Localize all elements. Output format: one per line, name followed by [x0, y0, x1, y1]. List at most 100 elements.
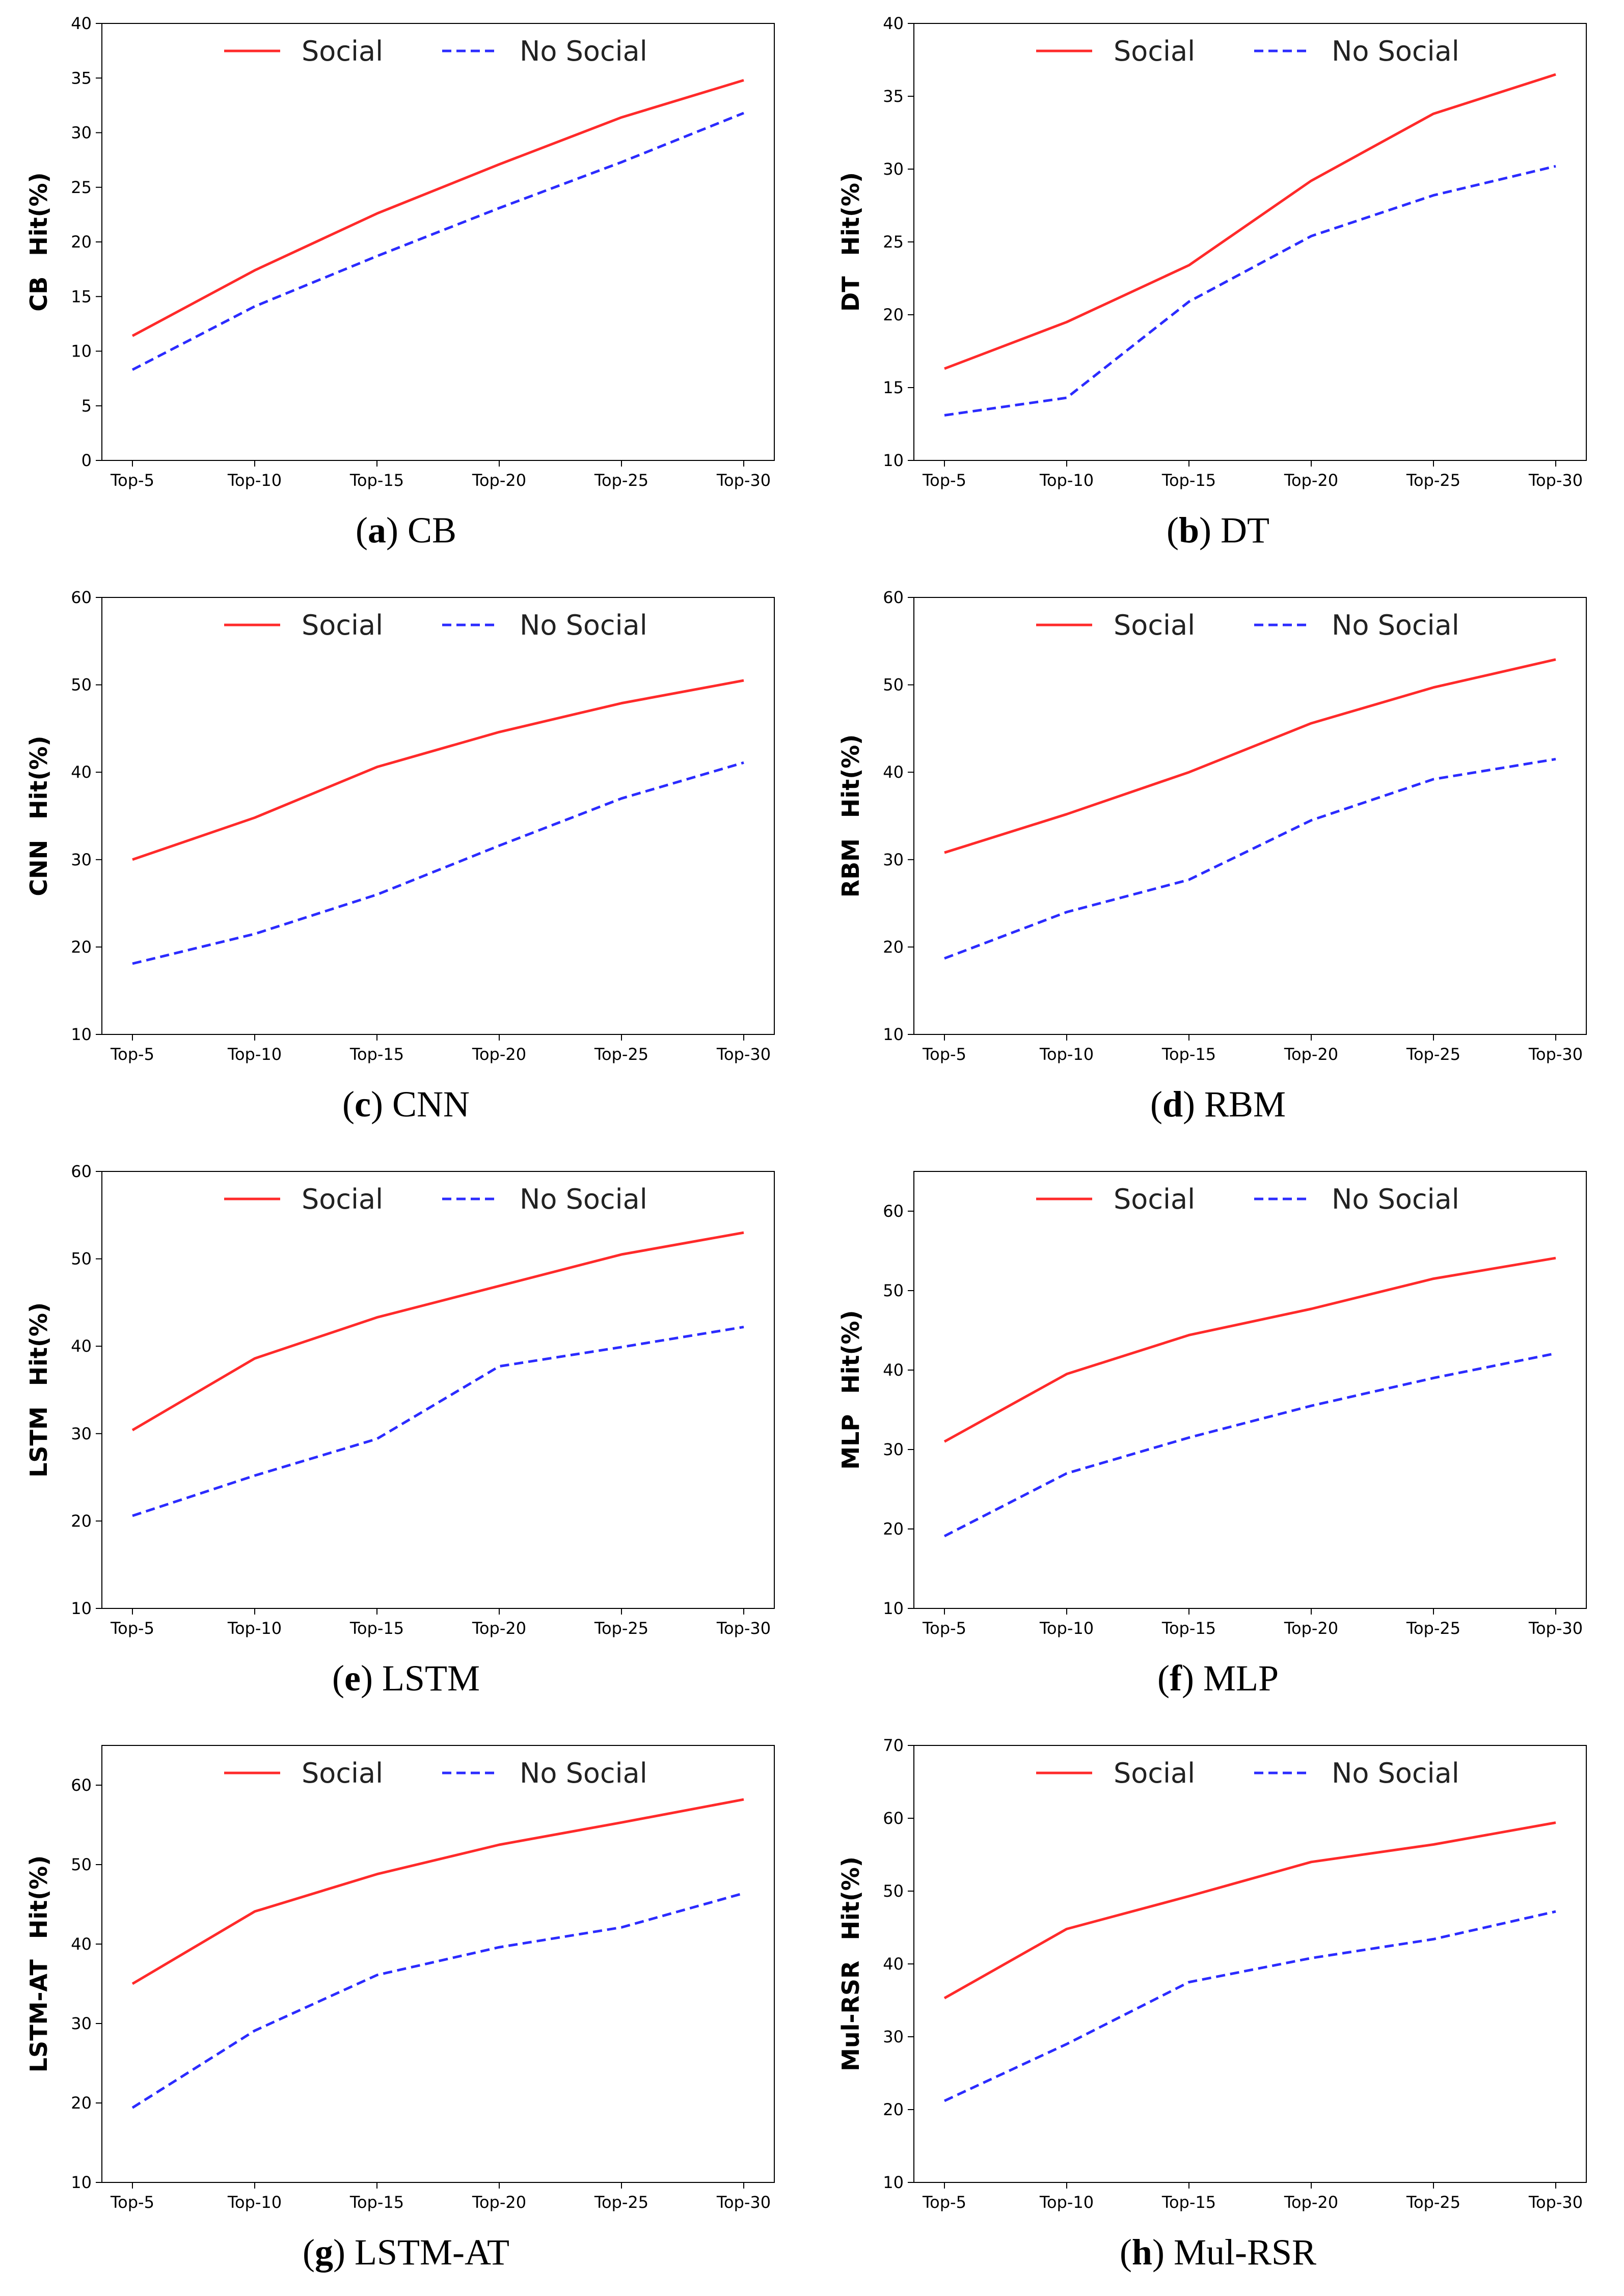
plot-frame	[913, 1171, 1587, 1609]
x-tick-label: Top-20	[1284, 1619, 1338, 1638]
series-line-no-social	[131, 112, 744, 371]
x-tick-label: Top-25	[1406, 471, 1460, 490]
y-tick-label: 30	[883, 1440, 904, 1459]
x-tick-label: Top-25	[1406, 1619, 1460, 1638]
x-tick-label: Top-15	[349, 2193, 404, 2212]
x-tick-label: Top-15	[349, 471, 404, 490]
legend-label: Social	[1114, 35, 1195, 67]
chart-panel-e: 10 20 30 40 50 60 Top-5 Top-10 Top-15 Top-20 Top-2…	[0, 1148, 812, 1722]
y-tick-label: 30	[883, 159, 904, 179]
y-axis-label: LSTM Hit(%)	[25, 1302, 52, 1478]
series-line-no-social	[943, 1352, 1556, 1538]
plot-frame	[101, 1745, 775, 2183]
panel-caption: (f) MLP	[1157, 1658, 1279, 1699]
legend: Social No Social	[1036, 1757, 1459, 1789]
y-tick-label: 50	[883, 1281, 904, 1300]
y-axis-label-model: CB	[25, 277, 52, 312]
plot-frame	[101, 23, 775, 461]
legend-label: Social	[1114, 1183, 1195, 1215]
chart-svg: 10 20 30 40 50 60 Top-5 Top-10 Top-15 Top-20 Top-2…	[25, 1745, 775, 2212]
panel-name: CNN	[392, 1084, 470, 1125]
legend-label: No Social	[1332, 609, 1459, 641]
y-tick-label: 50	[71, 1249, 92, 1269]
chart-panel-b: 10 15 20 25 30 35 40 Top-5 Top-10 Top-15 Top-20 Top…	[812, 0, 1624, 574]
y-tick-label: 35	[71, 68, 92, 88]
series-line-no-social	[132, 1325, 744, 1517]
chart-svg: 0 5 10 15 20 25 30 35 40 Top-5 Top-10 Top-15 Top-20 T…	[25, 14, 775, 490]
y-tick-label: 20	[883, 305, 904, 324]
chart-panel-c: 10 20 30 40 50 60 Top-5 Top-10 Top-15 Top-20 Top-2…	[0, 574, 812, 1148]
x-tick-label: Top-5	[922, 2193, 966, 2212]
y-tick-label: 30	[883, 2027, 904, 2046]
legend-label: No Social	[520, 609, 647, 641]
y-axis-label: RBM Hit(%)	[837, 734, 864, 898]
y-tick-label: 40	[883, 762, 904, 782]
x-tick-label: Top-25	[594, 1619, 648, 1638]
legend: Social No Social	[224, 1183, 647, 1215]
series-line-social	[944, 73, 1556, 370]
y-axis-label: CB Hit(%)	[25, 172, 52, 311]
series-line-social	[131, 1231, 744, 1432]
series-line-no-social	[132, 761, 744, 965]
x-tick-label: Top-25	[594, 471, 648, 490]
y-tick-label: 10	[883, 2173, 904, 2192]
y-tick-label: 15	[71, 287, 92, 306]
x-tick-label: Top-20	[472, 1619, 526, 1638]
x-tick-label: Top-5	[922, 1045, 966, 1064]
panel-name: CB	[407, 510, 456, 551]
y-tick-label: 60	[71, 1775, 92, 1795]
chart-svg: 10 15 20 25 30 35 40 Top-5 Top-10 Top-15 Top-20 Top…	[837, 14, 1587, 490]
x-tick-label: Top-30	[716, 471, 771, 490]
y-tick-label: 10	[883, 451, 904, 470]
x-tick-label: Top-5	[110, 471, 154, 490]
y-tick-label: 60	[883, 1201, 904, 1221]
y-axis-label: MLP Hit(%)	[837, 1310, 864, 1469]
x-tick-label: Top-10	[227, 1045, 282, 1064]
chart-svg: 10 20 30 40 50 60 70 Top-5 Top-10 Top-15 Top-20 Top…	[837, 1736, 1587, 2212]
legend-label: No Social	[1332, 1757, 1459, 1789]
y-tick-label: 70	[883, 1736, 904, 1755]
y-tick-label: 40	[71, 14, 92, 33]
x-tick-label: Top-30	[716, 1619, 771, 1638]
series-line-social	[944, 658, 1556, 854]
y-axis-label-model: LSTM-AT	[25, 1959, 52, 2073]
y-tick-label: 30	[71, 123, 92, 143]
y-tick-label: 40	[71, 1934, 92, 1954]
panel-caption: (e) LSTM	[332, 1658, 480, 1699]
y-tick-label: 10	[71, 1025, 92, 1044]
y-tick-label: 10	[883, 1025, 904, 1044]
y-tick-label: 10	[71, 1599, 92, 1618]
panel-letter: d	[1162, 1084, 1183, 1125]
x-tick-label: Top-5	[922, 1619, 966, 1638]
y-tick-label: 40	[71, 1336, 92, 1356]
y-tick-label: 25	[71, 178, 92, 197]
panel-letter: e	[344, 1658, 361, 1699]
chart-panel-f: 10 20 30 40 50 60 Top-5 Top-10 Top-15 Top-20 Top-2…	[812, 1148, 1624, 1722]
legend-label: Social	[1114, 609, 1195, 641]
y-tick-label: 60	[71, 588, 92, 607]
y-tick-label: 10	[71, 2173, 92, 2192]
panel-caption: (d) RBM	[1150, 1084, 1286, 1125]
legend-label: No Social	[1332, 1183, 1459, 1215]
y-tick-label: 20	[71, 232, 92, 252]
y-tick-label: 30	[883, 850, 904, 869]
panel-name: DT	[1221, 510, 1269, 551]
x-tick-label: Top-10	[1039, 1045, 1094, 1064]
y-tick-label: 20	[883, 2100, 904, 2119]
x-tick-label: Top-30	[1528, 471, 1583, 490]
legend-label: No Social	[520, 35, 647, 67]
plot-frame	[101, 1171, 775, 1609]
y-tick-label: 10	[883, 1599, 904, 1618]
legend-label: No Social	[1332, 35, 1459, 67]
x-tick-label: Top-30	[716, 1045, 771, 1064]
legend-label: Social	[302, 1757, 383, 1789]
legend-label: Social	[302, 609, 383, 641]
x-tick-label: Top-30	[1528, 2193, 1583, 2212]
series-line-social	[132, 679, 744, 861]
legend-label: No Social	[520, 1757, 647, 1789]
chart-svg: 10 20 30 40 50 60 Top-5 Top-10 Top-15 Top-20 Top-2…	[25, 1162, 775, 1638]
y-tick-label: 35	[883, 87, 904, 106]
chart-panel-d: 10 20 30 40 50 60 Top-5 Top-10 Top-15 Top-20 Top-2…	[812, 574, 1624, 1148]
plot-frame	[101, 597, 775, 1035]
